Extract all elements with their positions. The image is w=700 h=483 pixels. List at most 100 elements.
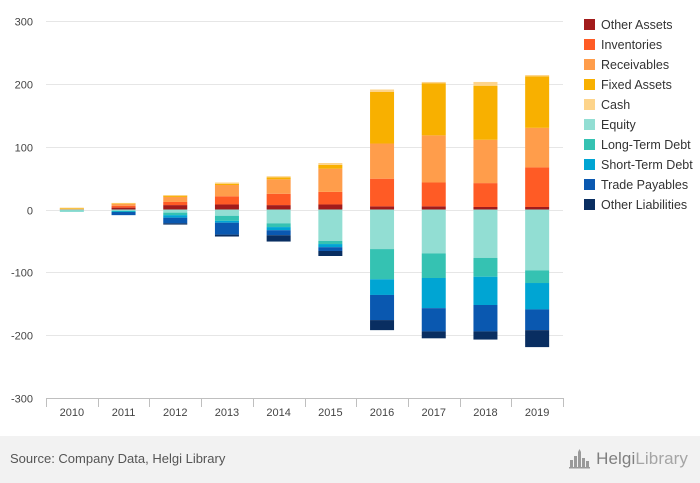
- brand-name: HelgiLibrary: [596, 449, 688, 469]
- brand-logo: HelgiLibrary: [569, 446, 688, 472]
- bar-segment: [318, 204, 343, 210]
- bar-segment: [370, 89, 395, 93]
- y-tick-label: 0: [27, 206, 33, 218]
- y-tick-label: 100: [15, 143, 33, 155]
- bar-segment: [266, 177, 291, 180]
- bar-segment: [421, 277, 446, 309]
- legend-label: Inventories: [601, 38, 662, 52]
- bar-segment: [214, 209, 239, 216]
- bar-segment: [266, 176, 291, 178]
- bar-segment: [266, 223, 291, 228]
- bar-segment: [318, 191, 343, 205]
- legend-swatch: [584, 19, 595, 30]
- source-text: Source: Company Data, Helgi Library: [10, 451, 226, 466]
- bar-segment: [214, 183, 239, 185]
- axes: 300 200 100 0 -100 -200 -300 2010 2011 2012 2013 20…: [11, 17, 564, 419]
- bar-segment: [266, 205, 291, 210]
- x-tick-label: 2019: [525, 407, 549, 419]
- legend-swatch: [584, 139, 595, 150]
- bar-segment: [111, 212, 136, 216]
- bar-segment: [59, 207, 84, 209]
- bar-segment: [214, 184, 239, 197]
- bar-segment: [163, 209, 188, 213]
- x-tick-label: 2018: [473, 407, 497, 419]
- bar-segment: [59, 209, 84, 211]
- y-tick-label: 300: [15, 17, 33, 29]
- bar-segment: [163, 215, 188, 218]
- bar-segment: [370, 143, 395, 179]
- bar-segment: [266, 227, 291, 231]
- bar-segment: [421, 83, 446, 136]
- bar-segment: [525, 330, 550, 348]
- legend-label: Long-Term Debt: [601, 138, 691, 152]
- legend-swatch: [584, 59, 595, 70]
- bar-segment: [318, 168, 343, 192]
- bar-segment: [473, 81, 498, 86]
- brand-name-light: Library: [635, 449, 688, 468]
- legend-label: Cash: [601, 98, 630, 112]
- bar-segment: [163, 196, 188, 202]
- bar-segment: [525, 76, 550, 128]
- bar-segment: [318, 164, 343, 169]
- bar-segment: [214, 196, 239, 205]
- bar-segment: [163, 212, 188, 216]
- bar-segment: [111, 207, 136, 210]
- bar-segment: [370, 206, 395, 210]
- legend-swatch: [584, 199, 595, 210]
- x-tick-label: 2017: [422, 407, 446, 419]
- bar-segment: [473, 206, 498, 210]
- x-tick-label: 2015: [318, 407, 342, 419]
- bar-segment: [525, 167, 550, 207]
- legend-label: Equity: [601, 118, 636, 132]
- bar-segment: [421, 182, 446, 207]
- bar-segment: [473, 183, 498, 207]
- bar-segment: [525, 283, 550, 310]
- bar-segment: [163, 195, 188, 196]
- y-tick-label: 200: [15, 80, 33, 92]
- bar-segment: [525, 206, 550, 210]
- legend-swatch: [584, 179, 595, 190]
- y-tick-label: -300: [11, 394, 33, 406]
- bar-segment: [318, 244, 343, 248]
- bar-segment: [266, 193, 291, 206]
- legend-swatch: [584, 99, 595, 110]
- bar-segment: [214, 215, 239, 221]
- bar-segment: [370, 294, 395, 321]
- bar-segment: [421, 209, 446, 254]
- bar-segment: [473, 257, 498, 277]
- bars: [59, 75, 550, 348]
- bar-segment: [111, 202, 136, 204]
- bar-segment: [111, 205, 136, 208]
- bar-segment: [318, 163, 343, 165]
- legend-label: Short-Term Debt: [601, 158, 693, 172]
- bar-segment: [421, 253, 446, 278]
- legend-label: Other Liabilities: [601, 198, 687, 212]
- bar-segment: [421, 331, 446, 339]
- legend-swatch: [584, 159, 595, 170]
- legend-label: Receivables: [601, 58, 669, 72]
- x-tick-label: 2011: [112, 407, 136, 419]
- bar-segment: [473, 305, 498, 332]
- bar-segment: [525, 209, 550, 271]
- legend-label: Trade Payables: [601, 178, 688, 192]
- bar-segment: [421, 308, 446, 332]
- legend-swatch: [584, 39, 595, 50]
- bar-segment: [525, 309, 550, 331]
- bar-segment: [473, 85, 498, 140]
- bar-segment: [370, 320, 395, 331]
- legend-label: Other Assets: [601, 18, 673, 32]
- bar-segment: [111, 210, 136, 212]
- bar-segment: [318, 250, 343, 256]
- bar-segment: [163, 217, 188, 224]
- footer: Source: Company Data, Helgi Library Helg…: [0, 436, 700, 483]
- bar-segment: [266, 235, 291, 242]
- bar-segment: [214, 182, 239, 184]
- bar-segment: [318, 209, 343, 241]
- bar-segment: [421, 81, 446, 84]
- x-tick-label: 2010: [60, 407, 84, 419]
- bar-segment: [525, 270, 550, 284]
- bar-segment: [525, 127, 550, 168]
- bar-segment: [370, 279, 395, 295]
- bar-segment: [266, 230, 291, 236]
- bar-segment: [111, 209, 136, 211]
